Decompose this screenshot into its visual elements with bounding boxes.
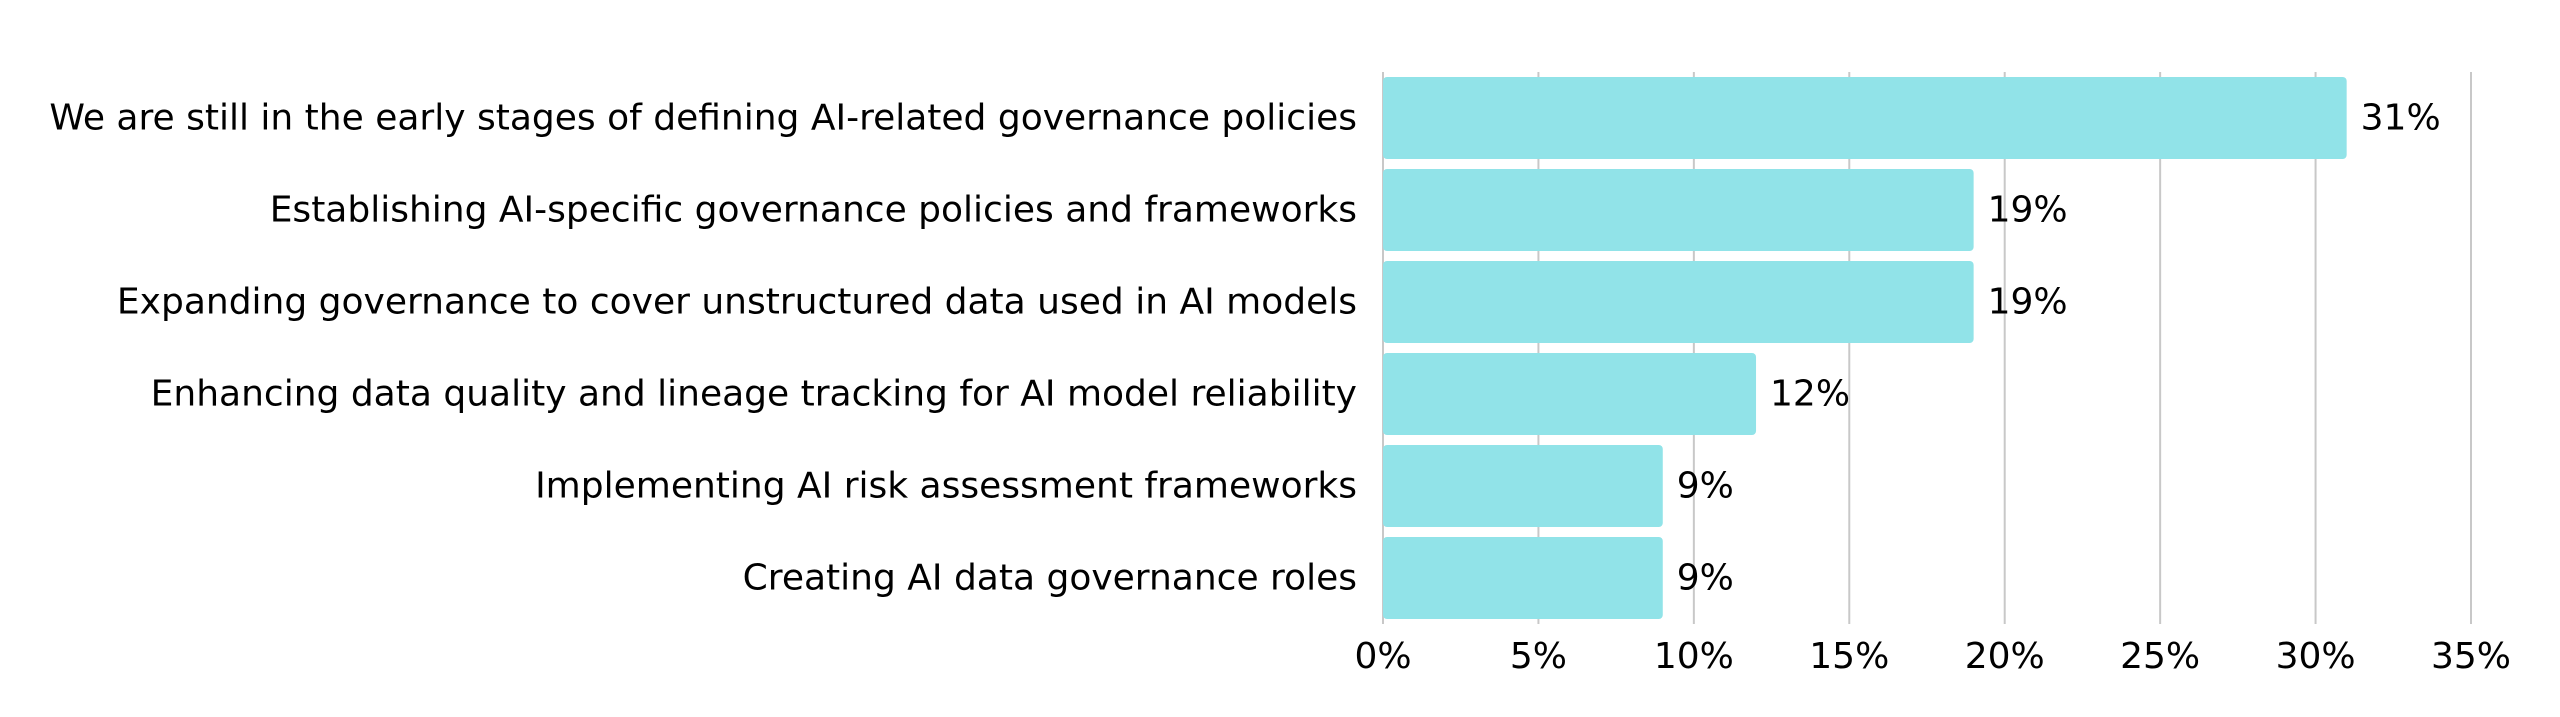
x-axis-ticks: 0% 5% 10% 15% 20% 25% 30% 35% — [1354, 636, 2511, 677]
category-label-5: Implementing AI risk assessment framewor… — [535, 466, 1357, 507]
bar-3 — [1383, 261, 1974, 343]
x-tick-label-35: 35% — [2431, 636, 2511, 677]
x-tick-label-25: 25% — [2120, 636, 2200, 677]
value-label-2: 19% — [1988, 190, 2068, 231]
bar-1 — [1383, 77, 2347, 159]
value-label-4: 12% — [1770, 374, 1850, 415]
value-label-3: 19% — [1988, 282, 2068, 323]
value-label-6: 9% — [1677, 558, 1734, 599]
x-tick-label-30: 30% — [2276, 636, 2356, 677]
category-label-6: Creating AI data governance roles — [743, 558, 1357, 599]
bars — [1383, 77, 2347, 619]
category-labels: We are still in the early stages of defi… — [49, 98, 1357, 599]
bar-4 — [1383, 353, 1757, 435]
x-tick-label-10: 10% — [1654, 636, 1734, 677]
category-label-3: Expanding governance to cover unstructur… — [117, 282, 1357, 323]
x-tick-label-15: 15% — [1809, 636, 1889, 677]
value-labels: 31% 19% 19% 12% 9% 9% — [1677, 98, 2441, 599]
x-tick-label-5: 5% — [1510, 636, 1567, 677]
x-tick-label-20: 20% — [1965, 636, 2045, 677]
x-tick-label-0: 0% — [1354, 636, 1411, 677]
bar-2 — [1383, 169, 1974, 251]
category-label-2: Establishing AI-specific governance poli… — [270, 190, 1357, 231]
category-label-4: Enhancing data quality and lineage track… — [151, 374, 1357, 415]
bar-6 — [1383, 537, 1663, 619]
value-label-5: 9% — [1677, 466, 1734, 507]
bar-5 — [1383, 445, 1663, 527]
value-label-1: 31% — [2361, 98, 2441, 139]
gridlines — [1382, 72, 2472, 624]
category-label-1: We are still in the early stages of defi… — [49, 98, 1357, 139]
